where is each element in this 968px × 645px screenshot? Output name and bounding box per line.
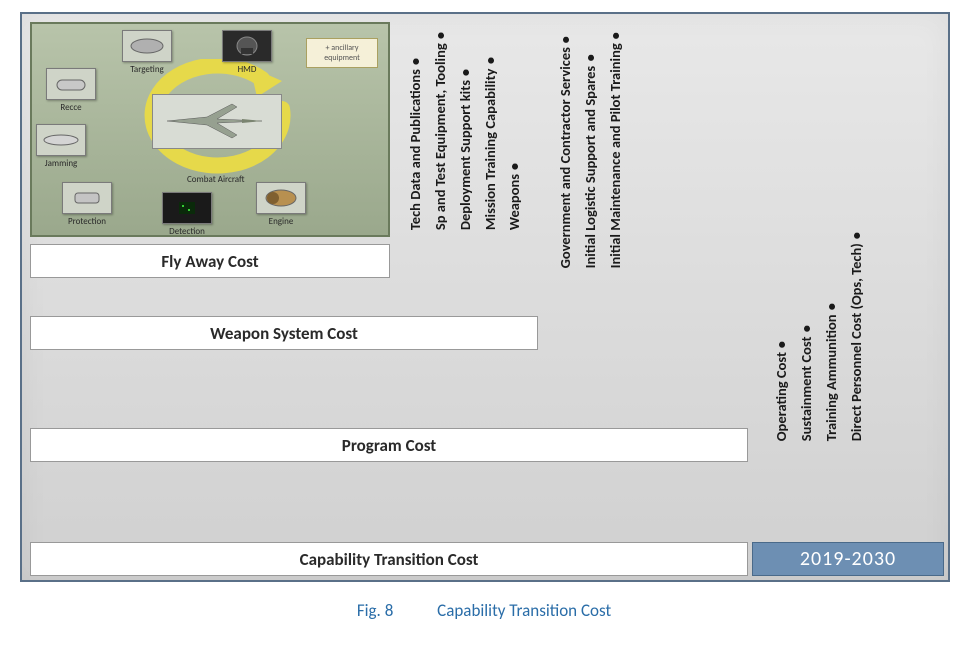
vitem: Sustainment Cost (797, 232, 816, 441)
vitem: Government and Contractor Services (556, 32, 575, 268)
capability-transition-items: Operating Cost Sustainment Cost Training… (772, 232, 865, 441)
callout-engine: Engine (256, 182, 306, 227)
vitem: Sp and Test Equipment, Tooling (431, 32, 450, 230)
hmd-icon (222, 30, 272, 62)
vitem: Tech Data and Publications (406, 32, 425, 230)
vitem: Direct Personnel Cost (Ops, Tech) (847, 232, 866, 441)
vitem: Initial Maintenance and Pilot Training (606, 32, 625, 268)
tier-label-weapon-system: Weapon System Cost (30, 316, 538, 350)
targeting-icon (122, 30, 172, 62)
tier-label-flyaway: Fly Away Cost (30, 244, 390, 278)
vitem: Operating Cost (772, 232, 791, 441)
detection-icon (162, 192, 212, 224)
combat-aircraft-label: Combat Aircraft (187, 174, 245, 185)
flyaway-graphic-box: Combat Aircraft Targeting HMD Recce Jamm… (30, 22, 390, 237)
callout-label: Combat Aircraft (187, 174, 245, 185)
callout-detection: Detection (162, 192, 212, 237)
vitem: Initial Logistic Support and Spares (581, 32, 600, 268)
tier-label-program: Program Cost (30, 428, 748, 462)
callout-label: Jamming (45, 158, 78, 169)
protection-icon (62, 182, 112, 214)
callout-label: Engine (269, 216, 294, 227)
figure-title: Capability Transition Cost (437, 600, 611, 621)
callout-recce: Recce (46, 68, 96, 113)
callout-protection: Protection (62, 182, 112, 227)
vitem: Mission Training Capability (481, 32, 500, 230)
vitem: Deployment Support kits (456, 32, 475, 230)
vitem: Training Ammunition (822, 232, 841, 441)
cost-tier-diagram: Combat Aircraft Targeting HMD Recce Jamm… (20, 12, 950, 582)
weapon-system-items: Tech Data and Publications Sp and Test E… (406, 32, 524, 230)
jamming-icon (36, 124, 86, 156)
vitem: Weapons (505, 32, 524, 230)
callout-label: HMD (238, 64, 257, 75)
callout-label: Recce (60, 102, 81, 113)
ancillary-equipment-tag: + ancillary equipment (306, 38, 378, 68)
callout-label: Detection (169, 226, 205, 237)
callout-label: Targeting (130, 64, 164, 75)
figure-caption: Fig. 8 Capability Transition Cost (0, 600, 968, 621)
program-cost-items: Government and Contractor Services Initi… (556, 32, 625, 268)
engine-icon (256, 182, 306, 214)
callout-label: Protection (68, 216, 106, 227)
combat-aircraft-thumb (152, 94, 282, 149)
tier-label-capability-transition: Capability Transition Cost (30, 542, 748, 576)
callout-hmd: HMD (222, 30, 272, 75)
callout-targeting: Targeting (122, 30, 172, 75)
callout-jamming: Jamming (36, 124, 86, 169)
recce-icon (46, 68, 96, 100)
date-range-box: 2019-2030 (752, 542, 944, 576)
figure-number: Fig. 8 (357, 600, 393, 621)
